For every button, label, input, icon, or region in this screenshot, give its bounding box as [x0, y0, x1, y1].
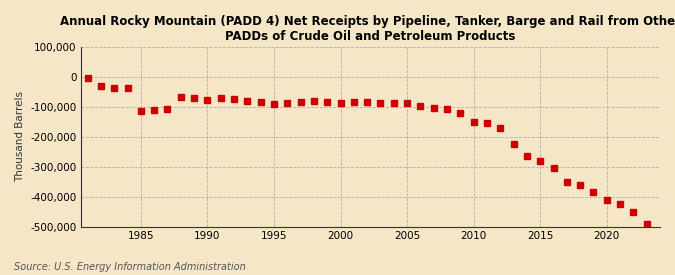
Y-axis label: Thousand Barrels: Thousand Barrels	[15, 91, 25, 182]
Title: Annual Rocky Mountain (PADD 4) Net Receipts by Pipeline, Tanker, Barge and Rail : Annual Rocky Mountain (PADD 4) Net Recei…	[60, 15, 675, 43]
Text: Source: U.S. Energy Information Administration: Source: U.S. Energy Information Administ…	[14, 262, 245, 272]
